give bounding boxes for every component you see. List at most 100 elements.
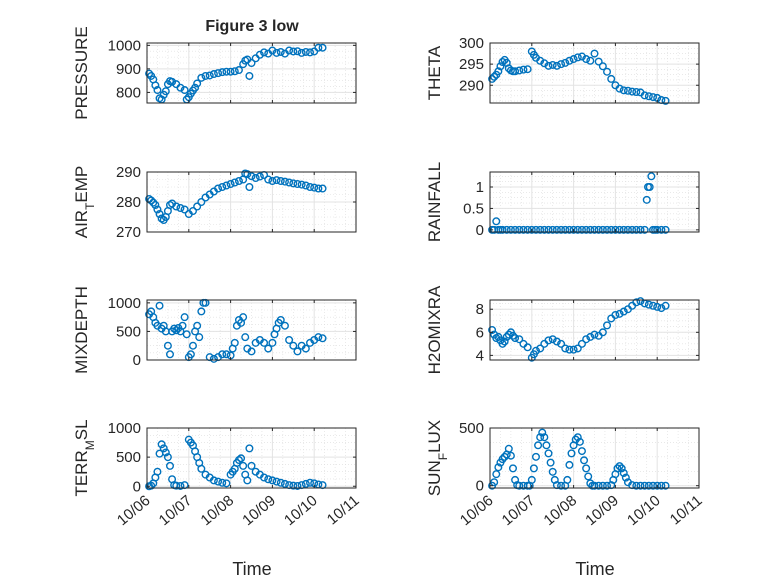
y-axis-label-main: AIR <box>72 210 91 238</box>
data-point <box>536 225 545 234</box>
data-point <box>161 87 170 96</box>
data-point <box>314 184 323 193</box>
data-point <box>268 176 277 185</box>
data-point <box>506 225 515 234</box>
axes-box <box>489 427 700 489</box>
data-point <box>644 300 653 309</box>
data-point <box>285 178 294 187</box>
data-point <box>176 481 185 490</box>
data-point <box>496 62 505 71</box>
data-point <box>584 472 593 481</box>
data-point <box>293 47 302 56</box>
y-tick-label: 0 <box>476 222 484 239</box>
data-point <box>285 336 294 345</box>
y-tick-label: 0 <box>133 352 141 369</box>
data-point <box>567 449 576 458</box>
data-point <box>178 321 187 330</box>
data-point <box>247 461 256 470</box>
x-tick-label: 10/07 <box>156 492 196 529</box>
data-point <box>617 464 626 473</box>
data-point <box>563 475 572 484</box>
data-point <box>540 433 549 442</box>
data-point <box>197 464 206 473</box>
data-point <box>573 433 582 442</box>
data-point <box>557 481 566 490</box>
data-point <box>147 481 156 490</box>
y-tick-label: 0.5 <box>463 200 484 217</box>
data-point <box>197 73 206 82</box>
data-point <box>531 346 540 355</box>
y-axis-label-subscript: F <box>436 453 450 460</box>
data-point <box>297 180 306 189</box>
data-point <box>180 205 189 214</box>
data-point <box>201 71 210 80</box>
data-point <box>318 43 327 52</box>
x-tick-label: 10/09 <box>239 492 279 529</box>
y-axis-label-main: THETA <box>425 45 444 100</box>
data-point <box>523 65 532 74</box>
y-tick-label: 0 <box>133 478 141 495</box>
data-point <box>280 479 289 488</box>
y-axis-label-main: SUN <box>425 460 444 496</box>
data-point <box>161 448 170 457</box>
data-point <box>170 324 179 333</box>
data-point <box>594 481 603 490</box>
data-point <box>247 347 256 356</box>
data-point <box>214 477 223 486</box>
data-point <box>165 350 174 359</box>
data-point <box>565 225 574 234</box>
y-axis-label: H2OMIXRA <box>425 285 444 374</box>
axes-box <box>489 299 700 361</box>
data-point <box>165 461 174 470</box>
data-point <box>268 338 277 347</box>
data-point <box>640 225 649 234</box>
data-point <box>193 79 202 88</box>
data-point <box>151 81 160 90</box>
data-point <box>603 481 612 490</box>
data-point <box>508 464 517 473</box>
data-point <box>218 182 227 191</box>
data-point <box>289 481 298 490</box>
data-point <box>536 344 545 353</box>
data-point <box>540 225 549 234</box>
data-point <box>230 178 239 187</box>
y-tick-label: 1000 <box>108 295 141 312</box>
data-point <box>226 67 235 76</box>
data-point <box>500 337 509 346</box>
data-point <box>615 84 624 93</box>
data-point <box>511 225 520 234</box>
axes-box <box>489 42 700 104</box>
x-tick-label: 10/08 <box>540 492 580 529</box>
data-point <box>548 335 557 344</box>
data-point <box>569 225 578 234</box>
data-point <box>523 225 532 234</box>
y-tick-label: 6 <box>476 324 484 341</box>
data-point <box>598 328 607 337</box>
data-point <box>661 301 670 310</box>
data-point <box>519 65 528 74</box>
data-point <box>649 481 658 490</box>
data-point <box>546 458 555 467</box>
data-point <box>615 225 624 234</box>
data-point <box>619 469 628 478</box>
data-point <box>218 350 227 359</box>
y-axis-label-subscript: M <box>83 440 97 450</box>
data-point <box>310 183 319 192</box>
data-point <box>209 354 218 363</box>
data-point <box>561 58 570 67</box>
data-point <box>657 304 666 313</box>
data-point <box>565 345 574 354</box>
y-axis-label: THETA <box>425 45 444 100</box>
data-point <box>276 47 285 56</box>
y-tick-label: 290 <box>459 77 484 94</box>
data-point <box>603 321 612 330</box>
y-tick-label: 0 <box>476 478 484 495</box>
data-point <box>598 481 607 490</box>
data-point <box>619 225 628 234</box>
y-axis-label-main: PRESSURE <box>72 26 91 120</box>
data-point <box>519 225 528 234</box>
subplot-bottom-right: 0 500 SUNFLUX 10/06 10/07 10/08 10/09 10/10 10/1… <box>425 420 706 529</box>
data-point <box>607 74 616 83</box>
data-point <box>580 456 589 465</box>
data-point <box>182 330 191 339</box>
